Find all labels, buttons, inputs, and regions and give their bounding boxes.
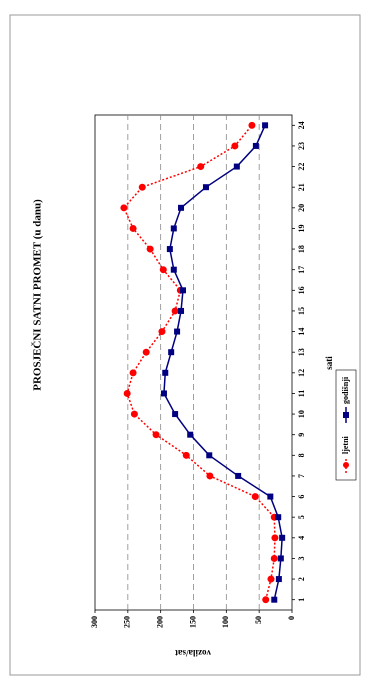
point xyxy=(160,390,167,397)
x-tick-label: 14 xyxy=(297,328,306,336)
point xyxy=(130,410,138,418)
point xyxy=(231,142,239,150)
x-tick-label: 23 xyxy=(297,142,306,150)
x-tick-label: 15 xyxy=(297,307,306,315)
legend-marker xyxy=(343,412,349,418)
y-tick-label: 100 xyxy=(221,616,230,628)
point xyxy=(270,554,278,562)
point xyxy=(275,576,282,583)
y-tick-label: 250 xyxy=(123,616,132,628)
point xyxy=(248,121,256,129)
point xyxy=(174,328,181,335)
point xyxy=(202,184,209,191)
point xyxy=(251,493,259,501)
point xyxy=(170,266,177,273)
x-tick-label: 13 xyxy=(297,348,306,356)
y-tick-label: 150 xyxy=(188,616,197,628)
x-tick-label: 7 xyxy=(297,474,306,478)
point xyxy=(271,534,279,542)
point xyxy=(178,307,185,314)
point xyxy=(158,328,166,336)
y-tick-label: 200 xyxy=(155,616,164,628)
point xyxy=(271,596,278,603)
point xyxy=(262,596,270,604)
point xyxy=(262,122,269,129)
x-axis-label: sati xyxy=(324,356,334,370)
point xyxy=(235,472,242,479)
point xyxy=(152,431,160,439)
x-tick-label: 3 xyxy=(297,556,306,560)
x-tick-label: 12 xyxy=(297,369,306,377)
chart: PROSJEČNI SATNI PROMET (u danu) sati voz… xyxy=(31,114,357,658)
y-axis-label: vozila/sat xyxy=(175,648,211,658)
y-tick-label: 50 xyxy=(254,616,263,624)
x-tick-label: 2 xyxy=(297,577,306,581)
x-tick-label: 5 xyxy=(297,515,306,519)
point xyxy=(206,472,214,480)
point xyxy=(172,411,179,418)
x-tick-label: 10 xyxy=(297,410,306,418)
x-tick-label: 4 xyxy=(297,536,306,540)
x-tick-label: 9 xyxy=(297,433,306,437)
x-tick-label: 1 xyxy=(297,598,306,602)
point xyxy=(129,224,137,232)
point xyxy=(162,369,169,376)
point xyxy=(123,389,131,397)
x-tick-label: 16 xyxy=(297,286,306,294)
legend xyxy=(335,369,357,481)
point xyxy=(233,163,240,170)
point xyxy=(171,307,179,315)
legend-label: godišnji xyxy=(341,376,350,404)
x-tick-label: 24 xyxy=(297,121,306,129)
point xyxy=(267,493,274,500)
point xyxy=(178,204,185,211)
point xyxy=(279,534,286,541)
point xyxy=(166,246,173,253)
point xyxy=(146,245,154,253)
point xyxy=(267,575,275,583)
x-tick-label: 6 xyxy=(297,495,306,499)
x-tick-label: 8 xyxy=(297,453,306,457)
x-tick-label: 21 xyxy=(297,183,306,191)
x-tick-label: 19 xyxy=(297,224,306,232)
point xyxy=(129,369,137,377)
point xyxy=(170,225,177,232)
point xyxy=(252,142,259,149)
point xyxy=(277,555,284,562)
chart-title: PROSJEČNI SATNI PROMET (u danu) xyxy=(31,199,44,391)
x-tick-label: 22 xyxy=(297,163,306,171)
point xyxy=(182,451,190,459)
point xyxy=(206,452,213,459)
legend-marker xyxy=(343,462,349,468)
y-tick-label: 0 xyxy=(287,616,296,620)
point xyxy=(138,183,146,191)
x-tick-label: 11 xyxy=(297,390,306,398)
x-tick-label: 17 xyxy=(297,266,306,274)
point xyxy=(120,204,128,212)
point xyxy=(197,163,205,171)
point xyxy=(187,431,194,438)
point xyxy=(168,349,175,356)
point xyxy=(159,266,167,274)
point xyxy=(142,348,150,356)
point xyxy=(179,287,186,294)
point xyxy=(275,514,282,521)
x-tick-label: 18 xyxy=(297,245,306,253)
y-tick-label: 300 xyxy=(90,616,99,628)
x-tick-label: 20 xyxy=(297,204,306,212)
legend-label: ljetni xyxy=(341,435,350,454)
series-line xyxy=(163,125,283,600)
